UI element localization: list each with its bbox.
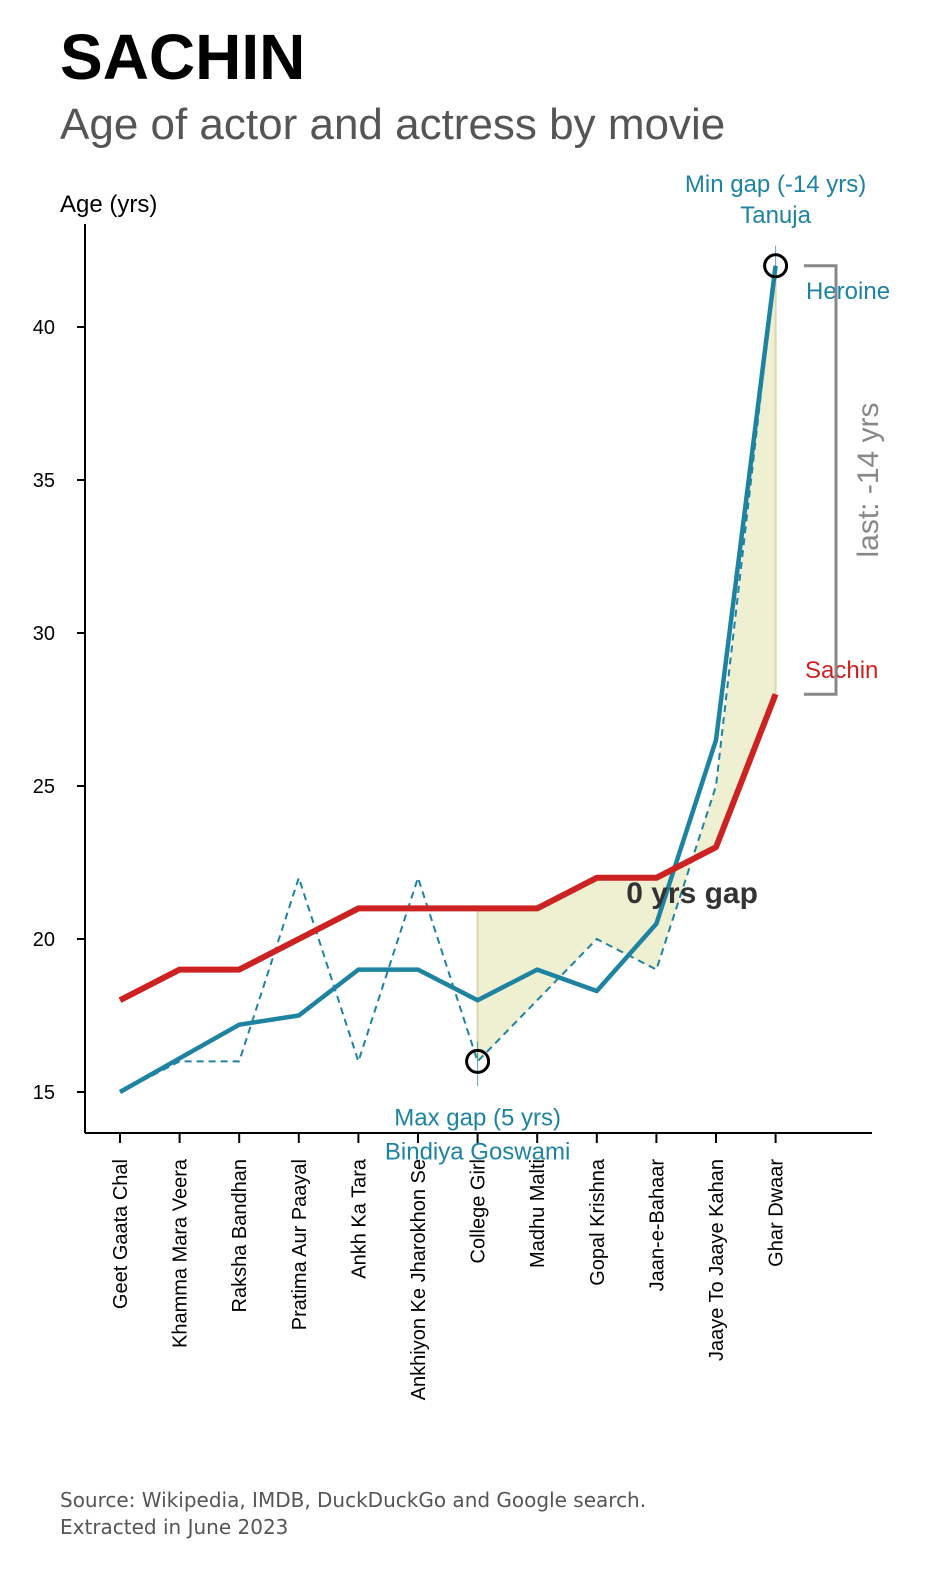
x-tick-label: Ankh Ka Tara: [348, 1158, 370, 1279]
source-line-1: Source: Wikipedia, IMDB, DuckDuckGo and …: [60, 1488, 647, 1512]
y-axis-label: Age (yrs): [60, 191, 157, 218]
heroine-age-dashed-line: [119, 265, 777, 1093]
x-tick-label: Geet Gaata Chal: [110, 1159, 132, 1309]
min-gap-marker: [763, 253, 789, 279]
x-tick-label: Madhu Malti: [527, 1159, 549, 1268]
zero-gap-label: 0 yrs gap: [626, 877, 758, 910]
x-tick-label: Pratima Aur Paayal: [289, 1159, 311, 1330]
y-tick-label: 30: [33, 623, 55, 645]
annotation-layer: Max gap (5 yrs) Bindiya Goswami Min gap (-…: [385, 171, 890, 1166]
y-tick-label: 15: [33, 1082, 55, 1104]
heroine-end-label: Heroine: [806, 278, 890, 305]
gap-shading: [477, 265, 776, 1062]
gap-shading-layer: [476, 265, 777, 1062]
last-gap-label: last: -14 yrs: [852, 402, 885, 557]
source-line-2: Extracted in June 2023: [60, 1515, 289, 1539]
x-tick-label: Jaaye To Jaaye Kahan: [706, 1159, 728, 1361]
x-tick-label: College Girl: [468, 1159, 490, 1263]
y-tick-label: 25: [33, 776, 55, 798]
x-tick-label: Ghar Dwaar: [766, 1159, 788, 1267]
y-tick-label: 40: [33, 317, 55, 339]
x-tick-label: Gopal Krishna: [587, 1158, 609, 1286]
x-tick-label: Jaan-e-Bahaar: [646, 1159, 668, 1292]
y-tick-label: 35: [33, 470, 55, 492]
min-gap-name: Tanuja: [740, 202, 811, 229]
x-tick-label: Khamma Mara Veera: [170, 1158, 192, 1348]
x-tick-label: Ankhiyon Ke Jharokhon Se: [408, 1159, 430, 1400]
min-gap-label: Min gap (-14 yrs): [685, 171, 866, 198]
max-gap-marker: [465, 1048, 491, 1074]
heroine-age-line: [118, 265, 778, 1094]
last-gap-bracket: [804, 264, 838, 696]
axes-layer: 15 20 25 30 35 40 Geet Gaata Chal Khamma Mara V…: [33, 224, 872, 1400]
actor-age-line: [118, 693, 779, 1003]
chart-subtitle: Age of actor and actress by movie: [60, 100, 726, 149]
x-tick-label: Raksha Bandhan: [229, 1159, 251, 1312]
y-tick-label: 20: [33, 929, 55, 951]
max-gap-name: Bindiya Goswami: [385, 1138, 570, 1165]
chart-title: SACHIN: [60, 21, 306, 93]
series-layer: [118, 265, 779, 1094]
line-chart: Age (yrs) 15 20 25 30 35 40 Geet Gaata Chal Kha…: [33, 171, 890, 1400]
actor-end-label: Sachin: [805, 657, 878, 684]
source-note: Source: Wikipedia, IMDB, DuckDuckGo and …: [60, 1487, 646, 1541]
max-gap-label: Max gap (5 yrs): [394, 1104, 561, 1131]
